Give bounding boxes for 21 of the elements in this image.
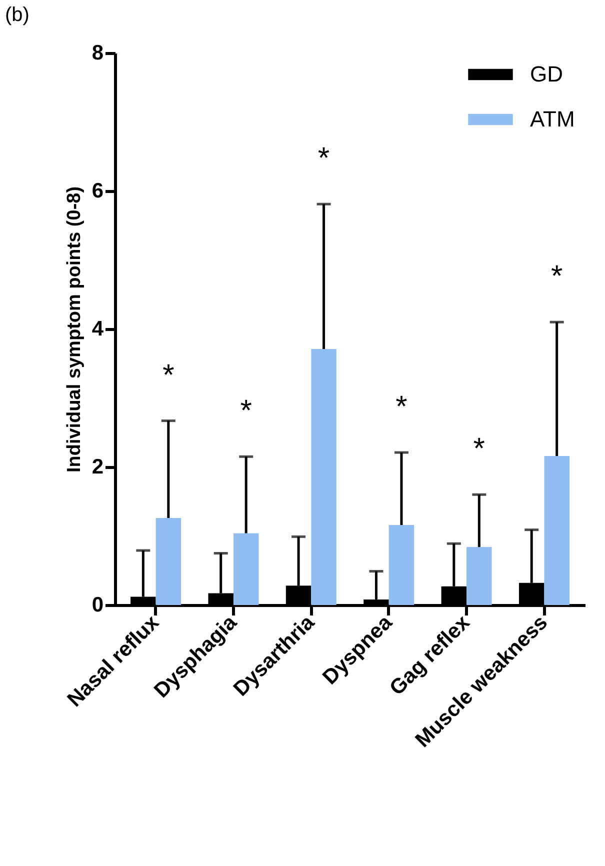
bar	[233, 533, 259, 605]
y-tick-label: 6	[92, 180, 104, 202]
annotation: *	[396, 390, 408, 424]
text: (b)	[5, 4, 30, 26]
bar	[156, 518, 182, 605]
bar	[311, 349, 336, 605]
annotation: *	[318, 142, 330, 176]
y-tick-label: 0	[92, 594, 104, 616]
y-tick-label: 4	[92, 318, 104, 340]
bar	[388, 524, 414, 605]
annotation: *	[162, 358, 175, 392]
y-axis-title: Individual symptom points (0-8)	[64, 186, 85, 473]
annotation: *	[240, 394, 252, 428]
legend-label: GD	[530, 62, 563, 86]
bar	[544, 456, 570, 605]
annotation: *	[550, 260, 563, 294]
legend-label: ATM	[530, 106, 575, 132]
annotation: *	[473, 432, 486, 466]
y-tick-label: 8	[92, 42, 104, 64]
bar	[466, 547, 492, 605]
y-tick-label: 2	[92, 456, 104, 478]
